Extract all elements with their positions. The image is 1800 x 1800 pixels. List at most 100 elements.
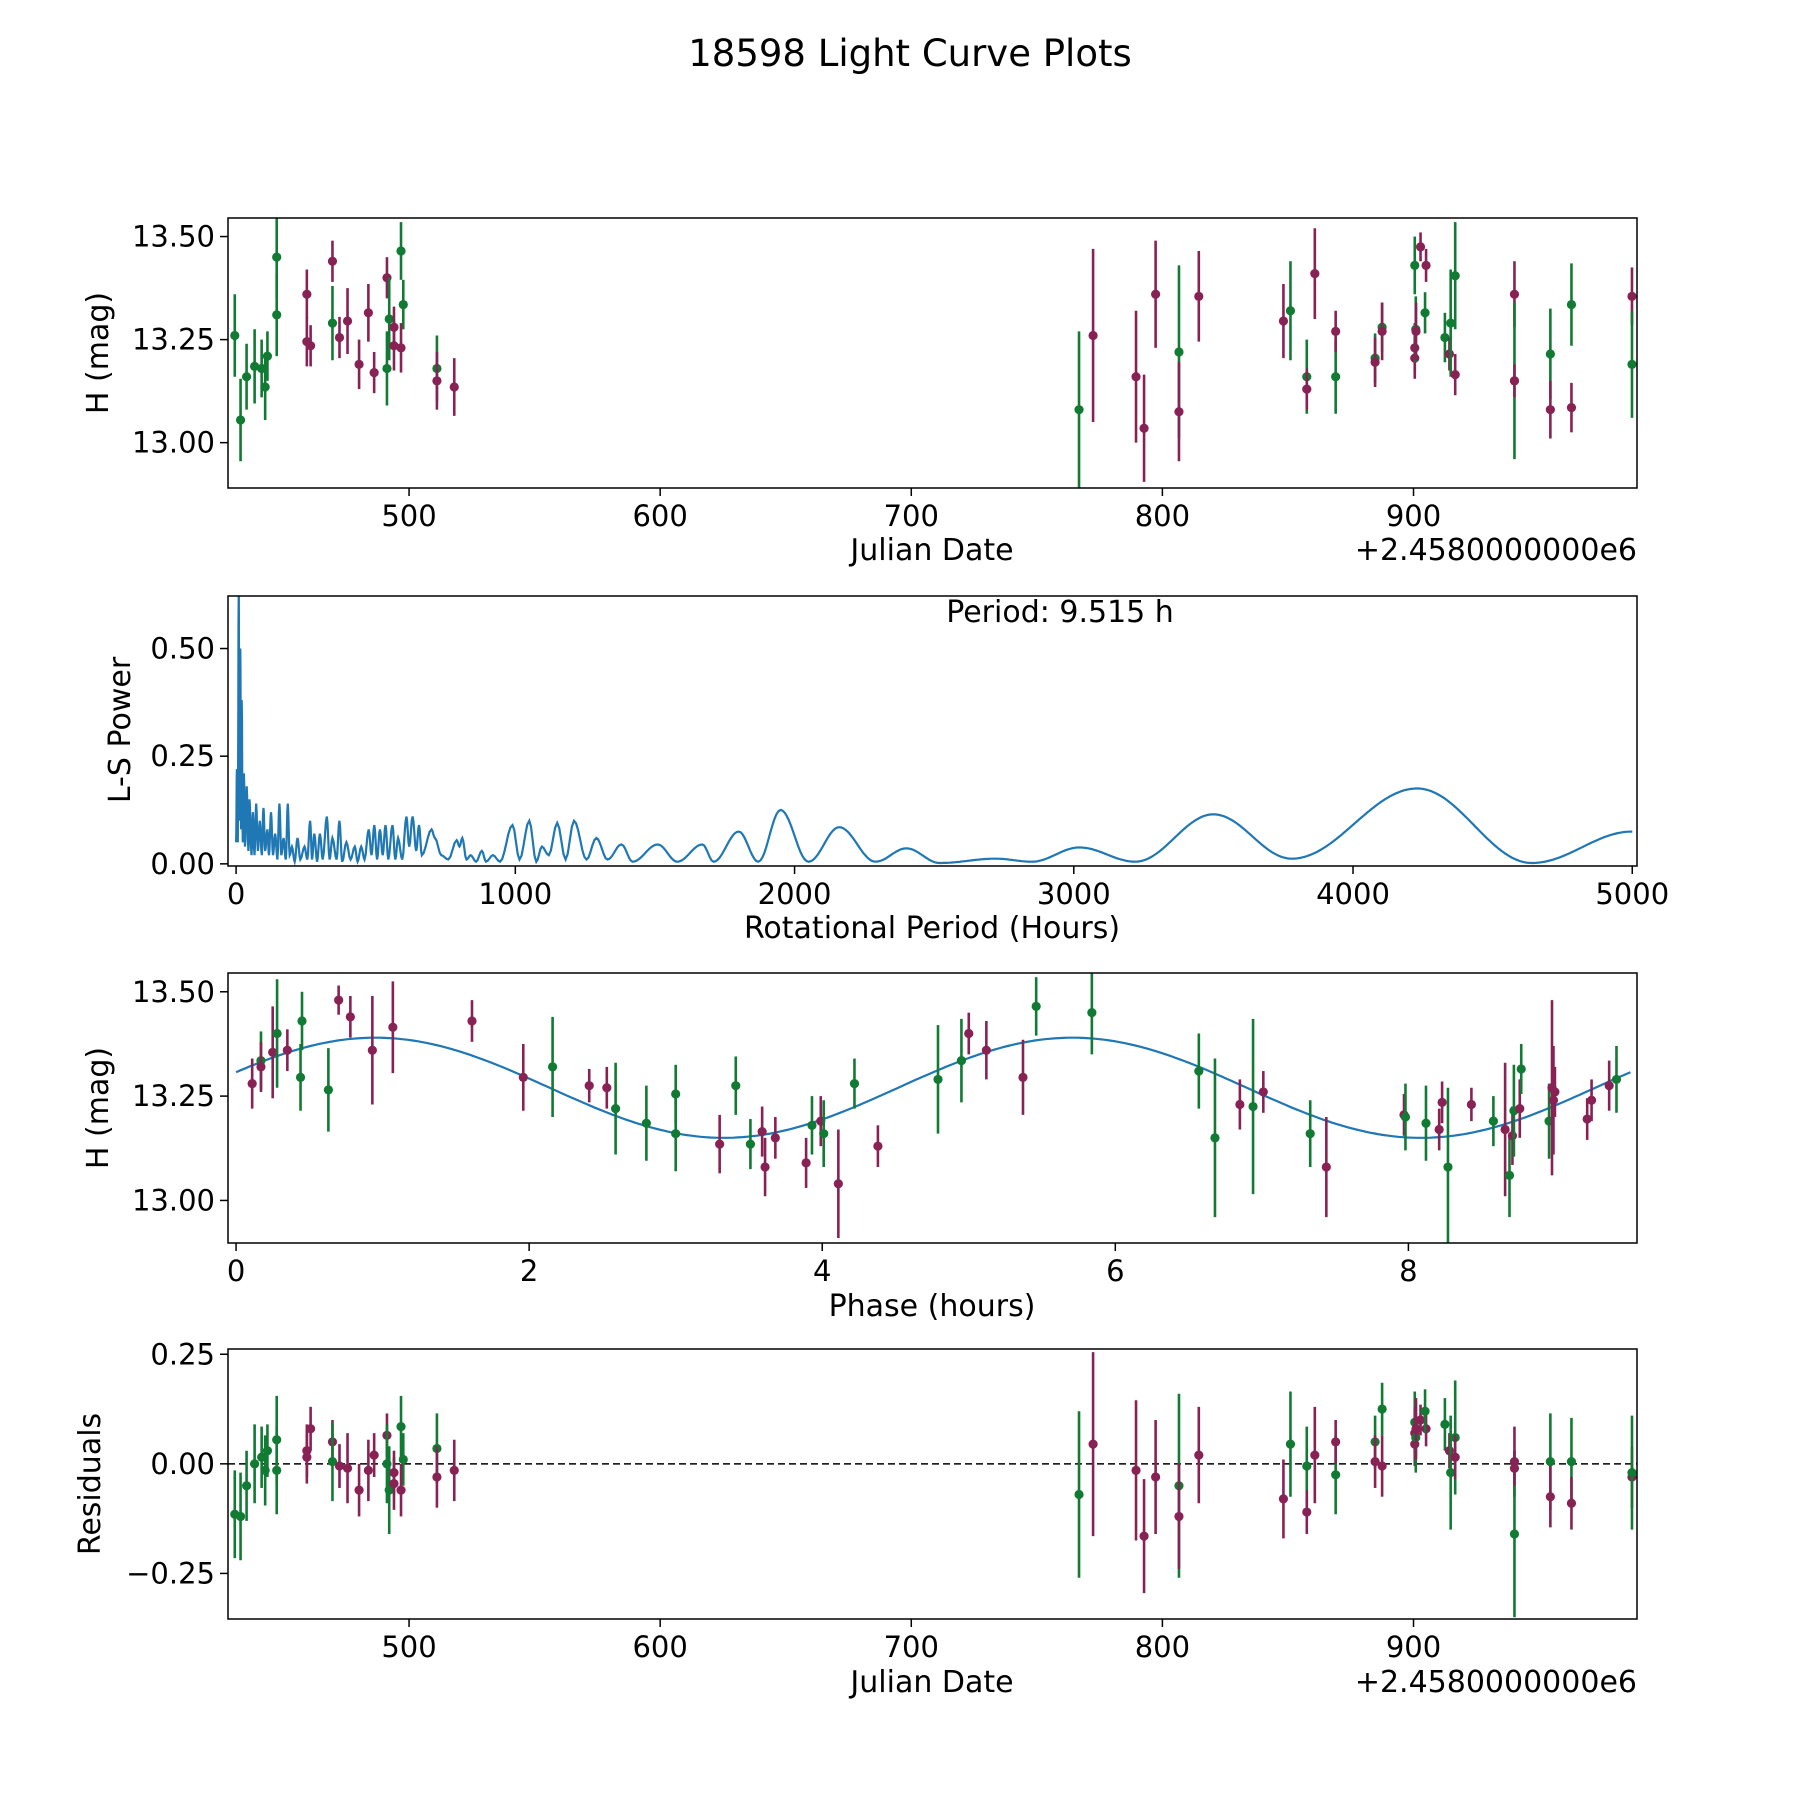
data-point bbox=[1550, 1087, 1560, 1097]
data-point bbox=[1504, 1170, 1515, 1180]
data-point bbox=[354, 1485, 364, 1495]
data-point bbox=[1545, 1492, 1555, 1502]
data-point bbox=[1446, 318, 1456, 328]
data-point bbox=[584, 1081, 594, 1091]
data-point bbox=[1566, 1457, 1577, 1467]
data-point bbox=[611, 1104, 621, 1114]
phased-frame bbox=[227, 972, 1638, 1244]
data-point bbox=[342, 1463, 353, 1473]
data-point bbox=[268, 1047, 278, 1057]
data-point bbox=[449, 1465, 459, 1476]
data-point bbox=[1434, 1124, 1444, 1135]
data-point bbox=[801, 1158, 811, 1168]
data-point bbox=[363, 308, 373, 318]
data-point bbox=[1151, 289, 1161, 299]
x-tick-label: 8 bbox=[1399, 1254, 1417, 1288]
data-point bbox=[1305, 1129, 1315, 1139]
data-point bbox=[1278, 316, 1289, 326]
data-point bbox=[671, 1089, 681, 1099]
lightcurve-plot-area bbox=[230, 218, 1637, 488]
data-point bbox=[384, 314, 394, 324]
data-point bbox=[272, 252, 282, 262]
data-point bbox=[760, 1162, 770, 1172]
data-point bbox=[1437, 1097, 1447, 1107]
data-point bbox=[1411, 326, 1421, 336]
y-tick-label: 13.25 bbox=[132, 323, 215, 357]
data-point bbox=[1400, 1112, 1411, 1122]
data-point bbox=[1310, 269, 1320, 279]
data-point bbox=[354, 359, 364, 369]
data-point bbox=[247, 1078, 257, 1089]
data-point bbox=[1507, 1131, 1518, 1141]
data-point bbox=[382, 363, 392, 374]
y-tick-label: 13.50 bbox=[132, 220, 215, 254]
data-point bbox=[297, 1016, 307, 1026]
y-tick-label: 0.00 bbox=[150, 1447, 215, 1481]
data-point bbox=[389, 1478, 399, 1489]
data-point bbox=[1258, 1087, 1268, 1097]
data-point bbox=[671, 1129, 681, 1139]
data-point bbox=[449, 382, 459, 392]
periodogram-axes: Rotational Period (Hours) L-S Power Peri… bbox=[103, 595, 1669, 946]
data-point bbox=[1331, 326, 1341, 336]
data-point bbox=[1443, 1162, 1453, 1172]
data-point bbox=[396, 343, 406, 353]
data-point bbox=[367, 1045, 377, 1055]
data-point bbox=[1331, 372, 1341, 382]
data-point bbox=[1285, 306, 1296, 316]
figure-title: 18598 Light Curve Plots bbox=[688, 32, 1132, 75]
data-point bbox=[745, 1139, 756, 1149]
data-point bbox=[1586, 1095, 1597, 1105]
data-point bbox=[1310, 1450, 1320, 1460]
lightcurve-xlabel: Julian Date bbox=[848, 533, 1013, 568]
x-tick-label: 600 bbox=[632, 1630, 687, 1664]
data-point bbox=[1545, 1457, 1555, 1467]
x-tick-label: 6 bbox=[1106, 1254, 1124, 1288]
data-point bbox=[1377, 1461, 1387, 1471]
y-tick-label: 13.00 bbox=[132, 1183, 215, 1217]
data-point bbox=[1074, 405, 1084, 415]
data-point bbox=[1440, 1419, 1450, 1429]
data-point bbox=[1194, 1066, 1204, 1076]
data-point bbox=[1411, 1424, 1421, 1434]
data-point bbox=[334, 995, 344, 1005]
x-tick-label: 1000 bbox=[478, 877, 552, 911]
model-curve bbox=[235, 1036, 1631, 1139]
data-point bbox=[1515, 1104, 1525, 1114]
data-point bbox=[715, 1139, 725, 1149]
lightcurve-frame bbox=[227, 217, 1638, 489]
data-point bbox=[1194, 1450, 1204, 1460]
x-tick-label: 500 bbox=[381, 499, 436, 533]
data-point bbox=[272, 1465, 282, 1476]
data-point bbox=[1370, 357, 1380, 367]
residuals-ylabel: Residuals bbox=[73, 1413, 108, 1555]
data-point bbox=[807, 1120, 817, 1130]
x-tick-label: 2000 bbox=[758, 877, 832, 911]
x-tick-label: 4000 bbox=[1316, 877, 1390, 911]
data-point bbox=[1421, 1118, 1431, 1128]
data-point bbox=[1548, 1095, 1559, 1105]
data-point bbox=[1566, 1498, 1577, 1508]
data-point bbox=[345, 1012, 355, 1022]
data-point bbox=[250, 361, 260, 371]
data-point bbox=[1331, 1437, 1341, 1447]
lightcurve-ylabel: H (mag) bbox=[81, 292, 116, 414]
data-point bbox=[1285, 1439, 1296, 1449]
data-point bbox=[757, 1126, 767, 1137]
x-tick-label: 900 bbox=[1386, 499, 1441, 533]
y-tick-label: 13.00 bbox=[132, 426, 215, 460]
periodogram-xlabel: Rotational Period (Hours) bbox=[744, 911, 1120, 946]
data-point bbox=[1194, 291, 1204, 301]
data-point bbox=[230, 330, 240, 341]
data-point bbox=[388, 1022, 398, 1032]
data-point bbox=[1604, 1081, 1614, 1091]
period-annotation: Period: 9.515 h bbox=[946, 595, 1174, 630]
data-point bbox=[384, 1485, 394, 1495]
data-point bbox=[1088, 1439, 1098, 1449]
data-point bbox=[1139, 1531, 1149, 1541]
x-tick-label: 700 bbox=[884, 1630, 939, 1664]
residuals-xlabel: Julian Date bbox=[848, 1665, 1013, 1700]
data-point bbox=[396, 246, 406, 256]
phased-plot-area bbox=[235, 973, 1631, 1243]
x-tick-label: 4 bbox=[813, 1254, 831, 1288]
